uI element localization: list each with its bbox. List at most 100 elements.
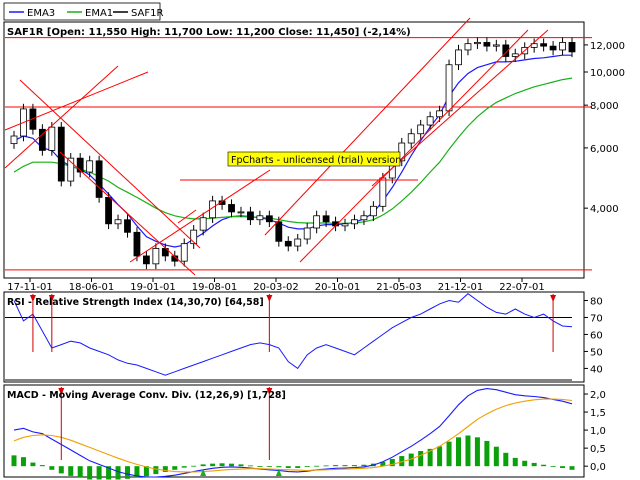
macd-y-tick-label: 1,5	[590, 408, 606, 419]
candle-body	[10, 135, 18, 145]
y-tick-label: 10,000	[590, 68, 625, 79]
macd-histogram-bar	[569, 466, 575, 470]
macd-histogram-bar	[115, 466, 121, 480]
trendlines	[4, 17, 549, 276]
macd-histogram-bar	[427, 448, 433, 467]
macd-histogram-bar	[484, 440, 490, 467]
sell-signal-marker	[266, 388, 273, 395]
candle-body	[511, 53, 519, 57]
macd-histogram-bar	[465, 435, 471, 467]
candle-body	[114, 219, 122, 225]
buy-signal-marker	[275, 469, 282, 476]
macd-histogram-bar	[342, 465, 348, 467]
candle-body	[483, 42, 491, 47]
candle-body	[105, 197, 112, 225]
x-tick-label: 20-10-01	[315, 282, 360, 293]
macd-histogram-bar	[238, 464, 244, 467]
candle-body	[133, 231, 141, 257]
macd-histogram-bar	[247, 465, 253, 467]
macd-line-macd	[13, 388, 573, 478]
buy-signal-marker	[200, 469, 207, 476]
x-tick-label: 17-11-01	[7, 282, 52, 293]
macd-line-signal	[13, 398, 573, 473]
candle-body	[284, 240, 292, 247]
macd-histogram-bar	[11, 455, 17, 467]
candle-body	[86, 160, 94, 173]
macd-histogram-bar	[474, 437, 480, 467]
macd-histogram-bar	[550, 466, 556, 467]
macd-histogram-bar	[58, 466, 64, 474]
candle-body	[351, 219, 358, 225]
candle-body	[445, 64, 453, 112]
x-tick-label: 20-03-02	[253, 282, 298, 293]
legend-label-saf1r: SAF1R	[131, 8, 163, 19]
macd-histogram-bar	[285, 466, 291, 468]
rsi-y-tick-label: 60	[590, 330, 603, 341]
sell-signal-marker	[550, 295, 557, 302]
macd-histogram-bar	[512, 457, 518, 467]
macd-histogram-bar	[106, 466, 112, 480]
y-tick-label: 12,000	[590, 41, 625, 52]
x-tick-label: 18-06-01	[69, 282, 114, 293]
macd-histogram-bar	[68, 466, 74, 476]
y-tick-label: 8,000	[590, 101, 619, 112]
x-tick-label: 19-01-01	[130, 282, 175, 293]
candle-body	[464, 43, 472, 51]
x-tick-label: 22-07-01	[499, 282, 544, 293]
candle-body	[549, 45, 557, 51]
rsi-title: RSI - Relative Strength Index (14,30,70)…	[7, 297, 264, 308]
series-line-ema3	[13, 54, 572, 248]
macd-histogram-bar	[39, 465, 45, 467]
macd-y-tick-label: 0,5	[590, 444, 606, 455]
legend-label-ema1: EMA1	[85, 8, 113, 19]
macd-histogram-bar	[49, 466, 55, 470]
candle-body	[426, 116, 434, 126]
sell-signal-marker	[48, 295, 55, 302]
macd-histogram-bar	[541, 464, 547, 467]
macd-histogram-bar	[408, 453, 414, 467]
x-tick-label: 21-12-01	[438, 282, 483, 293]
rsi-y-tick-label: 70	[590, 313, 603, 324]
sell-signal-marker	[29, 295, 36, 302]
candle-body	[407, 133, 415, 144]
candle-body	[303, 227, 311, 240]
macd-y-tick-label: 2,0	[590, 390, 606, 401]
candle-body	[568, 42, 576, 53]
macd-histogram-bar	[437, 446, 443, 467]
macd-histogram-bar	[531, 462, 537, 467]
macd-histogram-bar	[399, 456, 405, 467]
rsi-y-tick-label: 80	[590, 296, 603, 307]
candle-body	[152, 248, 160, 265]
candle-body	[492, 44, 500, 47]
macd-histogram-bar	[522, 460, 528, 467]
sell-signal-marker	[58, 388, 65, 395]
macd-histogram-bar	[134, 466, 140, 478]
legend-label-ema3: EMA3	[27, 8, 55, 19]
macd-histogram-bar	[493, 446, 499, 467]
macd-histogram-bar	[295, 466, 301, 468]
watermark-text: FpCharts - unlicensed (trial) version	[231, 155, 401, 166]
rsi-y-tick-label: 40	[590, 364, 603, 375]
sell-signal-marker	[266, 295, 273, 302]
rsi-line	[13, 293, 573, 376]
macd-histogram-bar	[229, 463, 235, 467]
x-tick-label: 19-08-01	[192, 282, 237, 293]
candle-body	[48, 126, 56, 151]
series-line-ema1	[13, 77, 573, 224]
candle-body	[143, 255, 150, 265]
macd-histogram-bar	[77, 466, 83, 478]
candle-body	[502, 44, 510, 57]
macd-title: MACD - Moving Average Conv. Div. (12,26,…	[7, 390, 286, 401]
candle-body	[540, 43, 548, 47]
watermark-box	[227, 151, 401, 167]
candle-body	[379, 177, 387, 207]
macd-histogram-bar	[200, 464, 206, 467]
macd-histogram-bar	[389, 458, 395, 467]
macd-histogram-bar	[380, 461, 386, 467]
macd-histogram-bar	[143, 466, 149, 477]
candle-body	[95, 160, 103, 198]
rsi-panel	[3, 291, 585, 383]
macd-histogram-bar	[124, 466, 130, 479]
